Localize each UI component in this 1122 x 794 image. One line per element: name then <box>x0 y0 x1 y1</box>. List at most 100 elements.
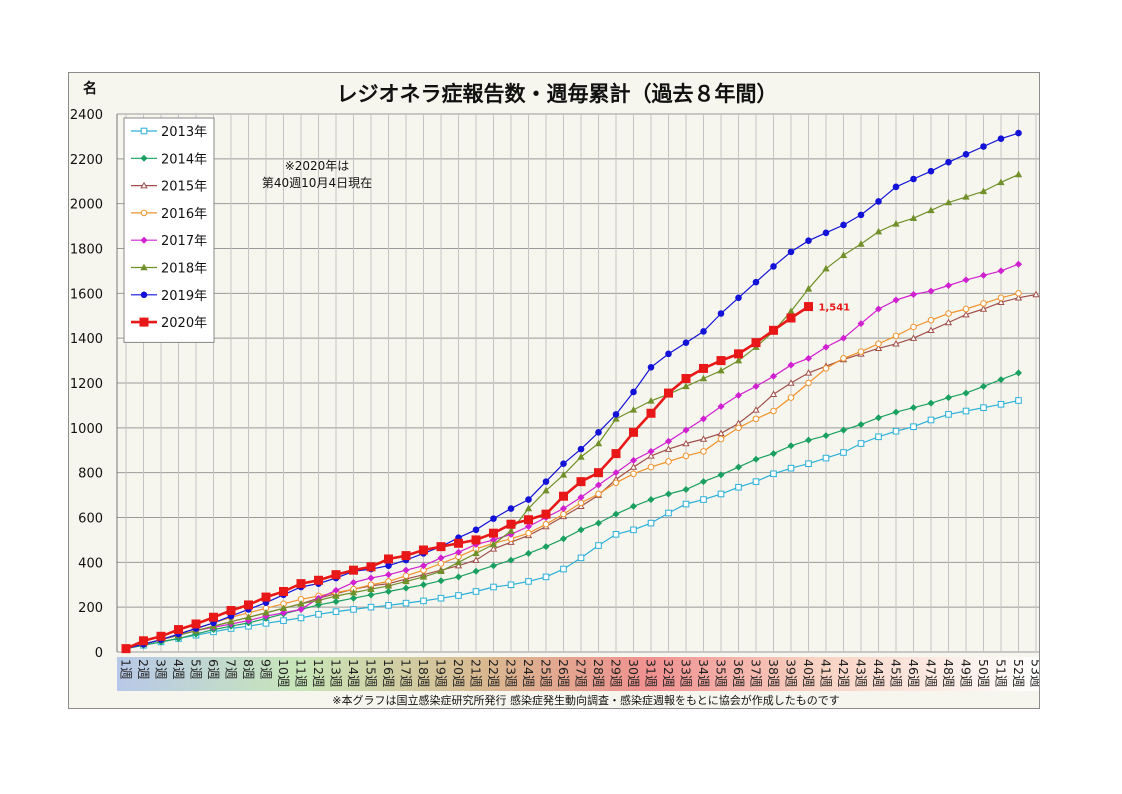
x-tick-label: 50週 <box>976 659 991 688</box>
data-point <box>752 278 760 286</box>
data-point <box>700 496 707 503</box>
x-tick-label: 33週 <box>679 659 694 688</box>
data-point <box>646 408 656 418</box>
legend-label: 2019年 <box>161 289 207 304</box>
data-point <box>1015 397 1022 404</box>
week-band <box>117 657 1039 691</box>
data-point <box>525 496 532 503</box>
legend-label: 2013年 <box>161 125 207 140</box>
data-point <box>962 193 970 200</box>
data-point <box>420 597 427 605</box>
data-point <box>962 407 970 415</box>
data-point <box>472 526 480 534</box>
data-point <box>507 581 515 589</box>
data-point <box>997 178 1005 186</box>
x-tick-label: 25週 <box>539 659 554 688</box>
as-of-note-line-1: ※2020年は <box>285 159 350 173</box>
data-point <box>156 631 166 641</box>
data-point <box>822 229 830 237</box>
data-point <box>892 183 900 191</box>
data-point <box>140 263 148 271</box>
data-point <box>612 510 620 518</box>
data-point <box>629 406 638 413</box>
data-point <box>349 565 358 575</box>
legend-entry: 2013年 <box>131 125 207 140</box>
x-tick-label: 22週 <box>486 659 501 688</box>
data-point <box>384 571 393 579</box>
data-point <box>471 535 481 545</box>
data-point <box>524 504 533 512</box>
data-point <box>611 449 621 459</box>
data-point <box>840 449 847 456</box>
data-point <box>612 411 620 418</box>
data-point <box>507 527 515 534</box>
data-point <box>559 471 568 478</box>
y-tick-label: 1800 <box>70 243 103 258</box>
data-point <box>140 236 148 244</box>
x-tick-label: 5週 <box>189 659 204 680</box>
data-point <box>366 562 376 572</box>
data-point <box>699 363 708 373</box>
data-point <box>140 154 148 162</box>
source-note: ※本グラフは国立感染症研究所発行 感染症発生動向調査・感染症週報をもとに協会が作… <box>332 693 840 707</box>
data-point <box>262 608 270 616</box>
legend-label: 2018年 <box>161 262 207 277</box>
data-point <box>1014 260 1023 268</box>
data-point <box>752 382 760 390</box>
data-point <box>927 326 935 334</box>
data-point <box>944 318 953 326</box>
x-tick-label: 13週 <box>329 659 344 688</box>
data-point <box>717 310 725 317</box>
data-point <box>506 519 516 529</box>
data-point <box>787 379 795 386</box>
data-point <box>139 317 149 327</box>
data-point <box>349 588 358 596</box>
data-point <box>927 316 935 324</box>
data-point <box>385 562 392 569</box>
x-tick-label: 41週 <box>819 659 834 688</box>
data-point <box>594 468 603 478</box>
data-point <box>226 606 236 616</box>
series-line <box>125 173 1019 650</box>
x-tick-label: 2週 <box>136 659 151 680</box>
data-point <box>315 611 322 618</box>
data-point <box>909 404 918 412</box>
data-point <box>140 181 148 189</box>
data-point <box>367 591 375 599</box>
data-point <box>140 127 148 135</box>
y-tick-label: 1400 <box>70 332 103 347</box>
data-point <box>367 603 375 611</box>
x-tick-label: 31週 <box>644 659 659 688</box>
data-point <box>735 294 742 302</box>
data-point <box>910 323 917 331</box>
x-tick-label: 28週 <box>591 659 606 688</box>
data-point <box>699 415 708 423</box>
data-point <box>490 515 497 522</box>
data-point <box>770 263 777 270</box>
x-tick-label: 36週 <box>731 659 746 688</box>
data-point <box>524 522 533 530</box>
data-point <box>1015 290 1022 297</box>
x-tick-label: 12週 <box>311 659 326 688</box>
data-point <box>927 399 935 407</box>
data-point <box>647 452 655 459</box>
data-point <box>979 271 988 279</box>
data-point <box>892 220 900 227</box>
x-tick-label: 14週 <box>346 659 361 688</box>
data-point <box>261 592 271 602</box>
data-point <box>717 429 725 437</box>
data-point <box>612 531 620 538</box>
data-point <box>681 374 691 384</box>
x-tick-label: 46週 <box>906 659 921 688</box>
data-point <box>699 478 708 486</box>
data-point <box>472 588 480 595</box>
data-point <box>629 463 638 470</box>
data-point <box>979 305 988 312</box>
data-point <box>734 349 743 359</box>
x-tick-label: 11週 <box>294 659 309 688</box>
x-tick-label: 19週 <box>434 659 449 688</box>
data-point <box>384 582 393 589</box>
data-point <box>419 573 428 580</box>
data-point <box>717 471 725 479</box>
data-point <box>892 339 900 347</box>
